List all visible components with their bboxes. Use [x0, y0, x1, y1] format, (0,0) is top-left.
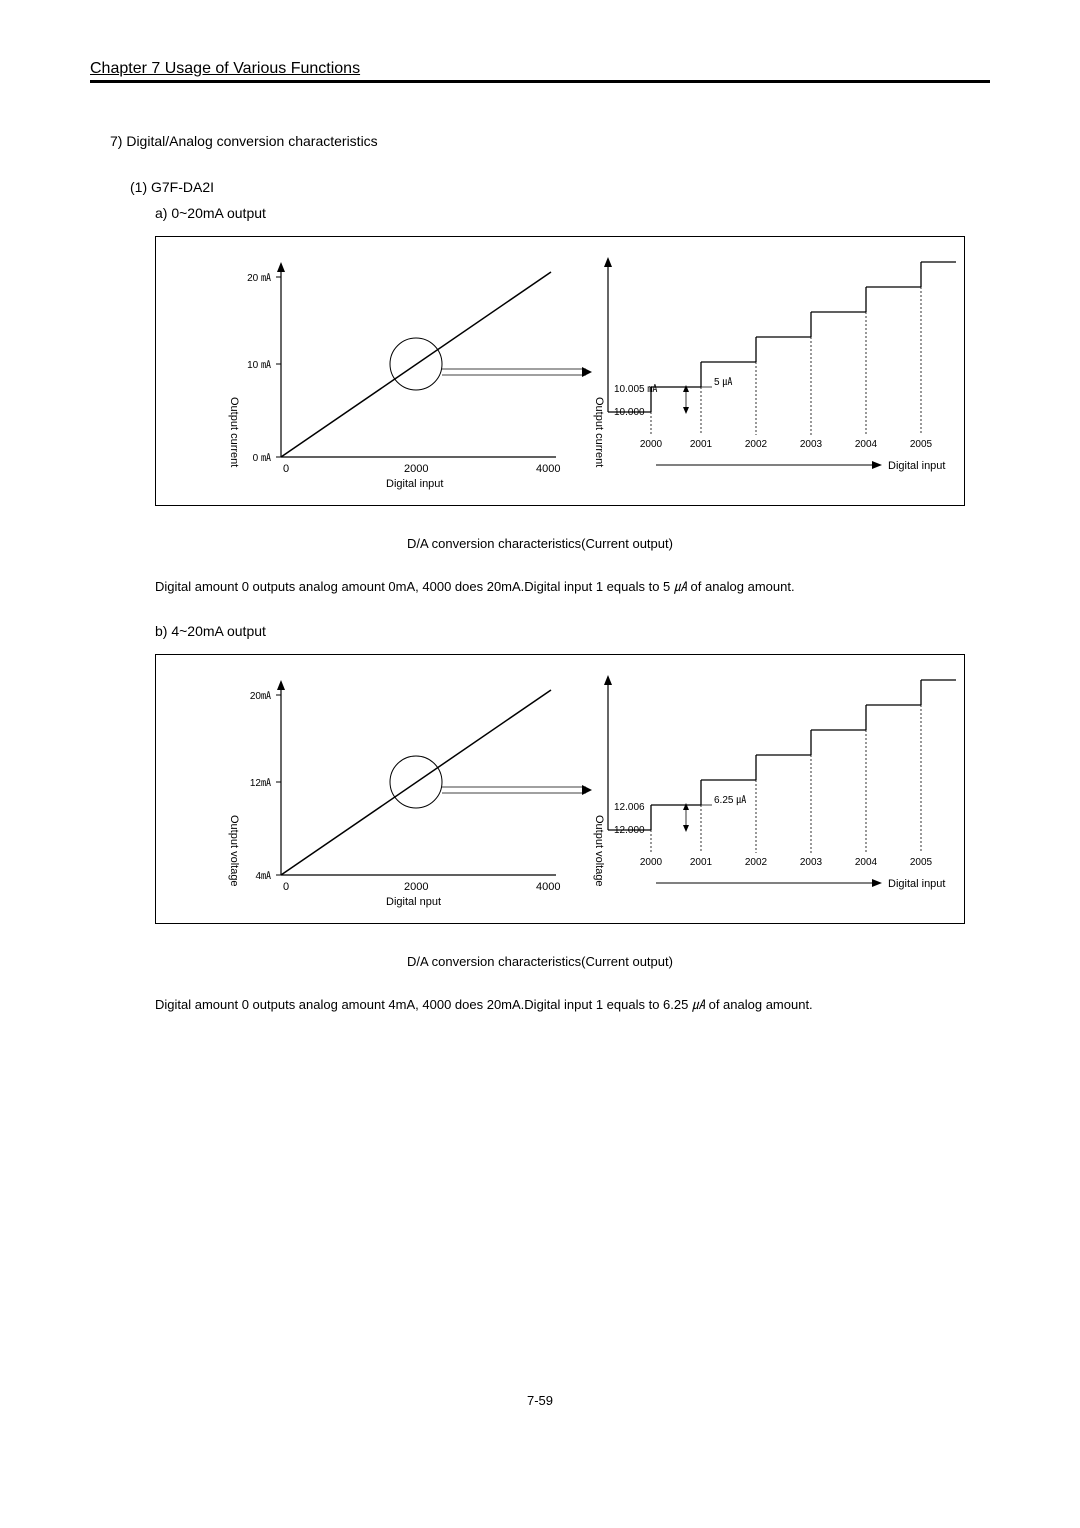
b-r-xlabel: Digital input — [888, 878, 945, 890]
a-r-xlabel: Digital input — [888, 460, 945, 472]
item-b-title: b) 4~20mA output — [155, 623, 990, 639]
b-ytick-2: 20㎃ — [250, 691, 271, 702]
a-r-yv0: 10.005 ㎃ — [614, 384, 657, 395]
a-r-ylabel: Output current — [593, 397, 605, 467]
text-b: Digital amount 0 outputs analog amount 4… — [155, 994, 990, 1013]
item-a-title: a) 0~20mA output — [155, 205, 990, 221]
a-r-xt3: 2003 — [800, 439, 823, 450]
chart-b-svg: 4㎃ 12㎃ 20㎃ 0 2000 4000 Digital nput Outp… — [156, 655, 964, 923]
a-r-unit: 5 ㎂ — [714, 377, 732, 388]
a-ytick-2: 20 ㎃ — [247, 273, 271, 284]
a-r-xt2: 2002 — [745, 439, 768, 450]
section-title: 7) Digital/Analog conversion characteris… — [110, 133, 990, 149]
a-r-xt0: 2000 — [640, 439, 663, 450]
b-xtick-0: 0 — [283, 881, 289, 893]
chart-b: 4㎃ 12㎃ 20㎃ 0 2000 4000 Digital nput Outp… — [155, 654, 965, 924]
b-r-xt3: 2003 — [800, 857, 823, 868]
b-r-xt2: 2002 — [745, 857, 768, 868]
a-xtick-0: 0 — [283, 463, 289, 475]
a-ytick-1: 10 ㎃ — [247, 360, 271, 371]
b-r-unit: 6.25 ㎂ — [714, 795, 746, 806]
text-a-after: of analog amount. — [687, 579, 795, 594]
b-r-yv0: 12.006 — [614, 802, 645, 813]
a-xtick-1: 2000 — [404, 463, 428, 475]
b-r-xt4: 2004 — [855, 857, 878, 868]
chart-a-svg: 0 ㎃ 10 ㎃ 20 ㎃ 0 2000 4000 Digital input … — [156, 237, 964, 505]
page-number: 7-59 — [90, 1393, 990, 1408]
text-b-before: Digital amount 0 outputs analog amount 4… — [155, 997, 692, 1012]
caption-b: D/A conversion characteristics(Current o… — [90, 954, 990, 969]
text-b-after: of analog amount. — [705, 997, 813, 1012]
a-r-xt5: 2005 — [910, 439, 933, 450]
chapter-title: Chapter 7 Usage of Various Functions — [90, 60, 360, 77]
subsection-1: (1) G7F-DA2I — [130, 179, 990, 195]
a-r-xt1: 2001 — [690, 439, 713, 450]
chapter-header: Chapter 7 Usage of Various Functions — [90, 60, 990, 83]
b-r-yv1: 12.000 — [614, 825, 645, 836]
caption-a: D/A conversion characteristics(Current o… — [90, 536, 990, 551]
b-r-xt5: 2005 — [910, 857, 933, 868]
text-a-unit: ㎂ — [674, 579, 687, 594]
text-a-before: Digital amount 0 outputs analog amount 0… — [155, 579, 674, 594]
b-r-xt0: 2000 — [640, 857, 663, 868]
b-xlabel: Digital nput — [386, 896, 441, 908]
b-xtick-2: 4000 — [536, 881, 560, 893]
b-r-xt1: 2001 — [690, 857, 713, 868]
a-xlabel: Digital input — [386, 478, 443, 490]
text-a: Digital amount 0 outputs analog amount 0… — [155, 576, 990, 595]
b-xtick-1: 2000 — [404, 881, 428, 893]
b-ytick-1: 12㎃ — [250, 778, 271, 789]
b-r-ylabel: Output voltage — [593, 815, 605, 887]
a-ytick-0: 0 ㎃ — [253, 453, 271, 464]
b-ytick-0: 4㎃ — [255, 871, 271, 882]
b-ylabel: Output voltage — [228, 815, 240, 887]
chart-a: 0 ㎃ 10 ㎃ 20 ㎃ 0 2000 4000 Digital input … — [155, 236, 965, 506]
a-r-yv1: 10.000 — [614, 407, 645, 418]
a-r-xt4: 2004 — [855, 439, 878, 450]
text-b-unit: ㎂ — [692, 997, 705, 1012]
a-xtick-2: 4000 — [536, 463, 560, 475]
a-ylabel: Output current — [228, 397, 240, 467]
